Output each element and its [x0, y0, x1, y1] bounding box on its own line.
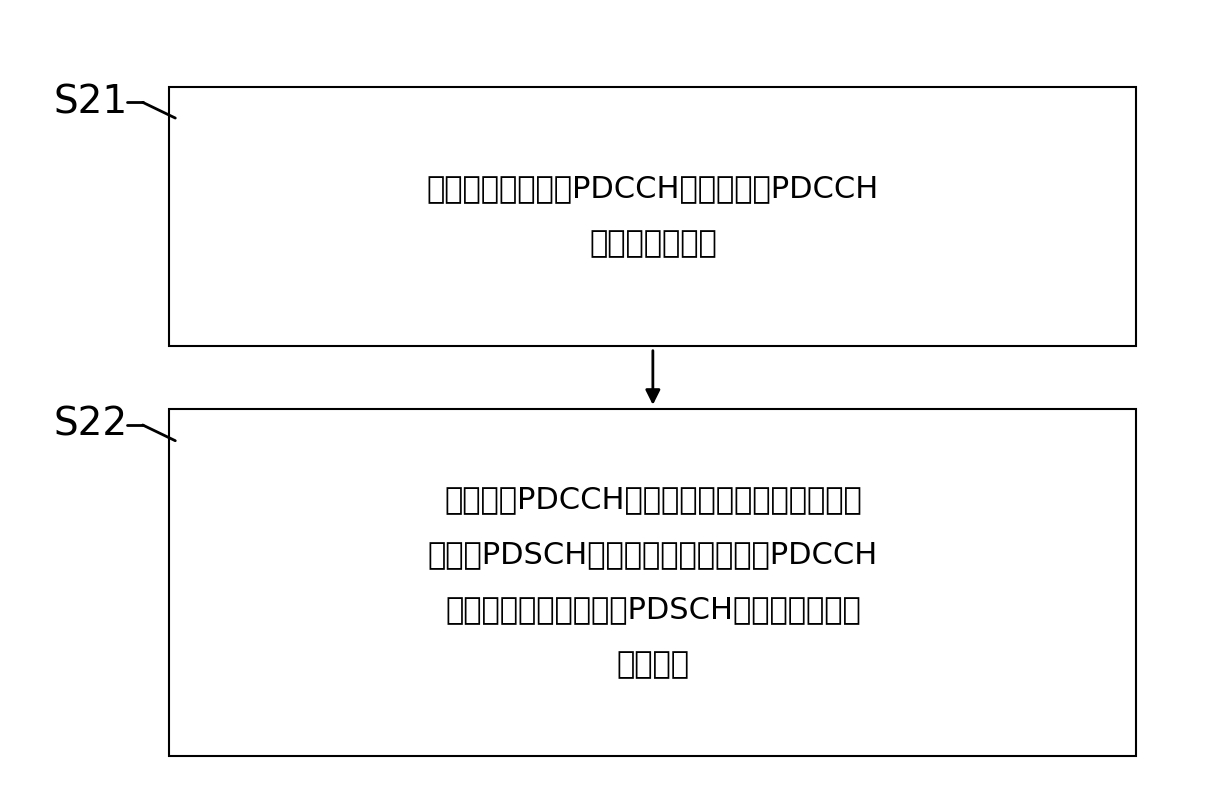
Text: S21: S21 [53, 83, 128, 121]
Text: S22: S22 [53, 406, 128, 444]
Text: 根据所述PDCCH的最后一个符号，以及所述待: 根据所述PDCCH的最后一个符号，以及所述待 [444, 486, 862, 514]
Text: 接收的PDSCH的时域位置，确定所述PDCCH: 接收的PDSCH的时域位置，确定所述PDCCH [428, 541, 878, 569]
Text: 根据所述接收到的PDCCH，确定所述PDCCH: 根据所述接收到的PDCCH，确定所述PDCCH [427, 175, 879, 203]
Text: 的最后一个符号到所述PDSCH的第一个符号之: 的最后一个符号到所述PDSCH的第一个符号之 [445, 596, 861, 624]
Bar [169, 409, 1136, 756]
Text: 的最后一个符号: 的最后一个符号 [589, 230, 717, 258]
Text: 间的时长: 间的时长 [617, 651, 689, 679]
Bar [169, 87, 1136, 346]
